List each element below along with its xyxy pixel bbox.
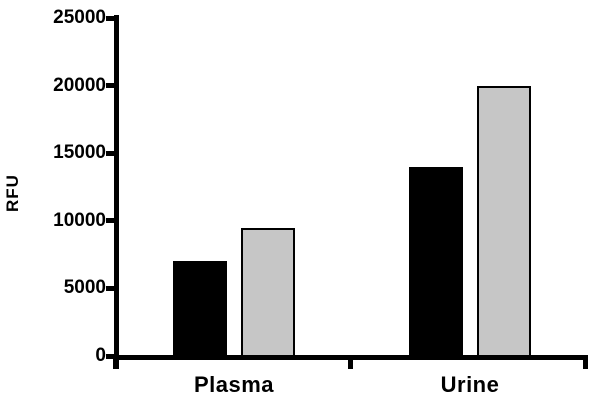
y-tick-label: 15000 [53, 142, 106, 164]
x-tick-mark [112, 355, 118, 369]
bar-urine-gray [477, 85, 531, 357]
x-category-label: Urine [440, 372, 500, 397]
bar-urine-black [409, 166, 463, 357]
bar-plasma-black [173, 261, 227, 357]
y-tick-mark [106, 285, 114, 291]
x-tick-mark [347, 355, 353, 369]
y-axis-line [114, 15, 119, 369]
bar-plasma-gray [241, 227, 295, 357]
y-tick-mark [106, 353, 114, 359]
y-axis-title: RFU [3, 174, 22, 212]
y-tick-label: 25000 [53, 7, 106, 28]
x-category-label: Plasma [193, 372, 275, 397]
y-tick-label: 5000 [63, 277, 106, 299]
y-tick-label: 10000 [53, 209, 106, 231]
y-tick-label: 0 [95, 345, 106, 366]
y-tick-label: 20000 [53, 74, 106, 96]
y-tick-mark [106, 15, 114, 21]
y-tick-mark [106, 150, 114, 156]
y-tick-mark [106, 83, 114, 89]
x-tick-mark [582, 355, 588, 369]
y-tick-mark [106, 218, 114, 224]
